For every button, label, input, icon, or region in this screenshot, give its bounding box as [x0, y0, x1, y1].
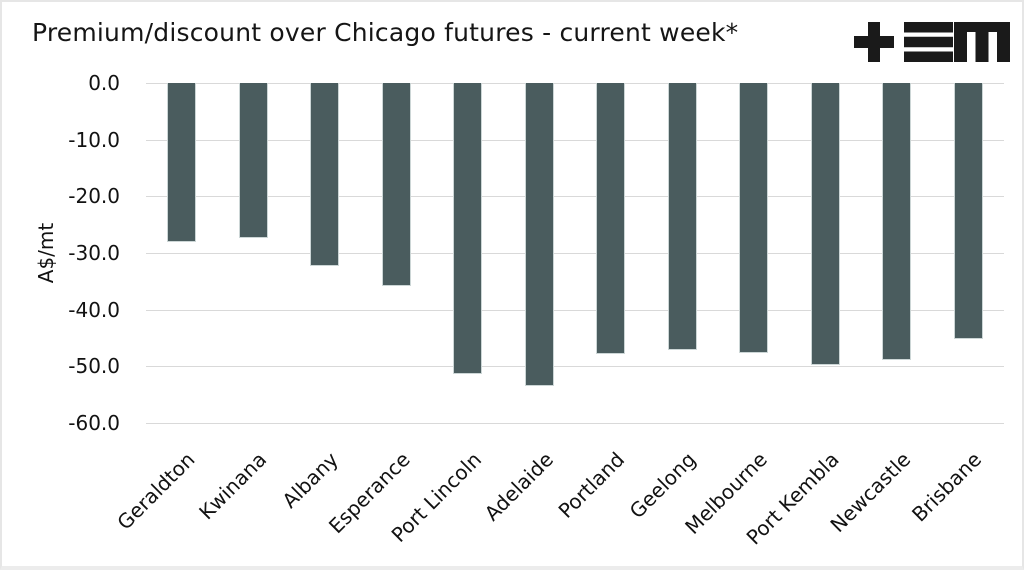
bar-esperance [381, 83, 411, 287]
x-category-label: Portland [553, 447, 630, 523]
y-tick-label: -40.0 [68, 297, 120, 322]
y-tick-label: 0.0 [88, 71, 120, 95]
tem-logo-icon [854, 22, 1010, 62]
x-category-label: Brisbane [907, 447, 987, 527]
bar-geraldton [167, 83, 197, 243]
logo-plus-icon [854, 22, 894, 62]
x-category-label: Geraldton [112, 447, 201, 535]
gridline [146, 196, 1004, 198]
bar-port-kembla [810, 83, 840, 366]
x-category-label: Geelong [624, 447, 701, 524]
bar-melbourne [739, 83, 769, 353]
x-category-label: Albany [277, 447, 344, 513]
gridline [146, 366, 1004, 368]
gridline [146, 253, 1004, 254]
gridline [146, 83, 1004, 84]
bar-kwinana [238, 83, 268, 238]
gridline [146, 423, 1004, 424]
bar-newcastle [882, 83, 912, 361]
y-tick-label: -60.0 [68, 411, 120, 435]
y-tick-label: -10.0 [68, 127, 120, 152]
logo-bars-icon [904, 22, 953, 62]
bar-adelaide [524, 83, 554, 386]
bar-portland [596, 83, 626, 354]
x-category-label: Kwinana [194, 447, 272, 525]
plot-area [146, 83, 1004, 424]
bar-port-lincoln [453, 83, 483, 374]
bar-albany [310, 83, 340, 267]
y-tick-label: -30.0 [68, 241, 120, 265]
bar-brisbane [953, 83, 983, 339]
logo-m-icon [954, 22, 1010, 62]
gridline [146, 139, 1004, 141]
gridline [146, 309, 1004, 311]
x-category-label: Adelaide [479, 447, 558, 526]
y-tick-label: -20.0 [68, 184, 120, 209]
chart-title: Premium/discount over Chicago futures - … [32, 18, 739, 47]
bar-geelong [667, 83, 697, 351]
y-tick-label: -50.0 [68, 354, 120, 379]
